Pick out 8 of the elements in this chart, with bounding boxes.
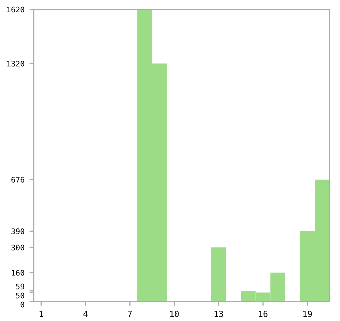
x-tick-label: 10 <box>170 310 179 318</box>
x-tick-label: 19 <box>304 310 312 318</box>
x-tick-label: 1 <box>40 311 44 318</box>
x-tick-label: 13 <box>214 310 224 318</box>
x-tick-label: 16 <box>259 310 268 318</box>
x-tick-label: 7 <box>128 311 132 318</box>
x-tick-label: 4 <box>84 311 88 318</box>
bar <box>211 248 226 302</box>
